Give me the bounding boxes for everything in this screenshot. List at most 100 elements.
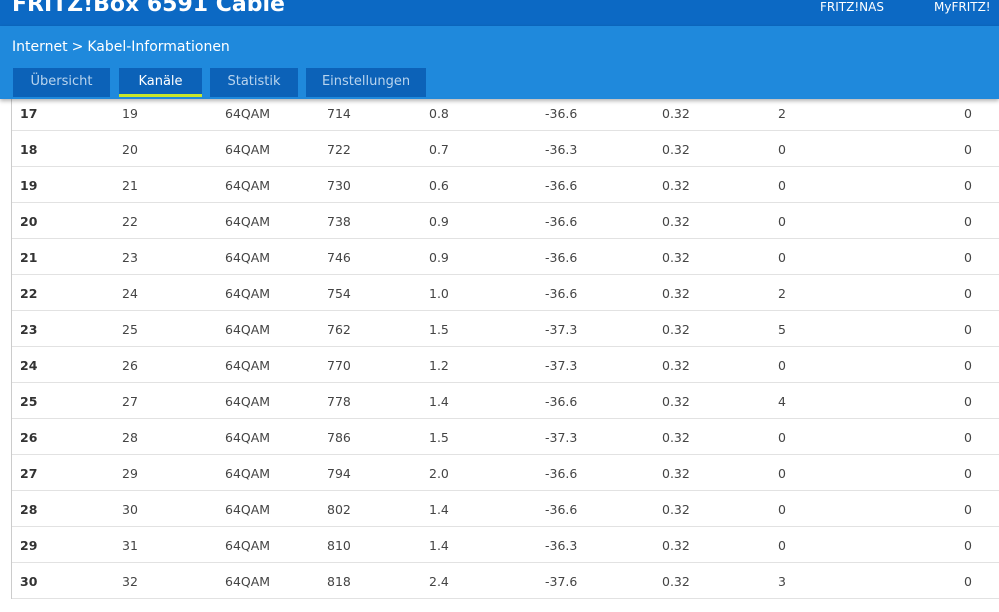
table-cell: 0.8	[429, 106, 449, 121]
header-link[interactable]: MyFRITZ!	[934, 0, 991, 14]
table-cell: 1.0	[429, 286, 449, 301]
table-cell: 3	[778, 574, 786, 589]
table-row: 21 23 64QAM 746 0.9 -36.6 0.32 0 0	[12, 239, 999, 275]
table-cell: 22	[122, 214, 138, 229]
table-row: 30 32 64QAM 818 2.4 -37.6 0.32 3 0	[12, 563, 999, 599]
table-cell: 18	[20, 142, 38, 157]
table-row: 18 20 64QAM 722 0.7 -36.3 0.32 0 0	[12, 131, 999, 167]
table-cell: 64QAM	[225, 178, 271, 193]
table-cell: 20	[20, 214, 38, 229]
table-cell: 818	[327, 574, 351, 589]
table-cell: 0	[778, 142, 786, 157]
table-cell: 754	[327, 286, 351, 301]
table-cell: -36.3	[545, 142, 578, 157]
table-cell: -36.6	[545, 466, 578, 481]
table-cell: 64QAM	[225, 358, 271, 373]
table-cell: 30	[122, 502, 138, 517]
table-cell: -37.6	[545, 574, 578, 589]
tab[interactable]: Übersicht	[13, 68, 110, 97]
table-cell: 25	[20, 394, 38, 409]
table-cell: 29	[122, 466, 138, 481]
table-cell: 26	[20, 430, 38, 445]
tab[interactable]: Statistik	[210, 68, 298, 97]
table-cell: 64QAM	[225, 574, 271, 589]
table-cell: 19	[20, 178, 38, 193]
table-cell: 0	[964, 250, 972, 265]
table-cell: -36.6	[545, 250, 578, 265]
table-cell: 786	[327, 430, 351, 445]
table-cell: 64QAM	[225, 322, 271, 337]
table-cell: 64QAM	[225, 430, 271, 445]
table-cell: 29	[20, 538, 38, 553]
table-cell: 30	[20, 574, 38, 589]
table-cell: 0	[778, 250, 786, 265]
table-cell: 64QAM	[225, 214, 271, 229]
table-cell: 0	[964, 178, 972, 193]
table-cell: 746	[327, 250, 351, 265]
table-cell: 778	[327, 394, 351, 409]
table-cell: 0.32	[662, 214, 690, 229]
channel-table: 17 19 64QAM 714 0.8 -36.6 0.32 2 0 18 20 64QAM 722 0.…	[11, 95, 999, 599]
table-cell: 23	[122, 250, 138, 265]
table-cell: 1.4	[429, 502, 449, 517]
table-cell: 2	[778, 286, 786, 301]
table-cell: 0	[964, 142, 972, 157]
table-cell: 24	[122, 286, 138, 301]
table-cell: 0	[964, 430, 972, 445]
table-cell: 64QAM	[225, 502, 271, 517]
table-cell: 1.5	[429, 430, 449, 445]
table-cell: 31	[122, 538, 138, 553]
table-cell: 0	[778, 538, 786, 553]
table-row: 27 29 64QAM 794 2.0 -36.6 0.32 0 0	[12, 455, 999, 491]
tab[interactable]: Einstellungen	[306, 68, 426, 97]
table-cell: -37.3	[545, 322, 578, 337]
table-cell: 0	[778, 430, 786, 445]
table-cell: 21	[20, 250, 38, 265]
table-cell: 0	[778, 466, 786, 481]
tab[interactable]: Kanäle	[119, 68, 202, 97]
table-cell: 1.4	[429, 394, 449, 409]
product-title: FRITZ!Box 6591 Cable	[12, 0, 285, 17]
table-cell: 5	[778, 322, 786, 337]
table-cell: 762	[327, 322, 351, 337]
table-row: 29 31 64QAM 810 1.4 -36.3 0.32 0 0	[12, 527, 999, 563]
table-cell: -36.6	[545, 394, 578, 409]
table-cell: 25	[122, 322, 138, 337]
top-bar: FRITZ!Box 6591 Cable FRITZ!NAS MyFRITZ!	[0, 0, 999, 26]
table-cell: 722	[327, 142, 351, 157]
table-cell: 4	[778, 394, 786, 409]
table-cell: 0.32	[662, 430, 690, 445]
table-cell: 0	[778, 502, 786, 517]
table-cell: 0	[964, 574, 972, 589]
table-row: 26 28 64QAM 786 1.5 -37.3 0.32 0 0	[12, 419, 999, 455]
table-cell: 17	[20, 106, 38, 121]
table-cell: 730	[327, 178, 351, 193]
table-cell: 1.5	[429, 322, 449, 337]
nav-band: Internet > Kabel-Informationen Übersicht K…	[0, 26, 999, 99]
table-cell: -37.3	[545, 430, 578, 445]
table-cell: 0	[778, 178, 786, 193]
breadcrumb-current: Kabel-Informationen	[87, 39, 230, 55]
table-row: 28 30 64QAM 802 1.4 -36.6 0.32 0 0	[12, 491, 999, 527]
table-cell: 2.4	[429, 574, 449, 589]
table-cell: 738	[327, 214, 351, 229]
table-cell: 0	[964, 358, 972, 373]
table-cell: 0.32	[662, 250, 690, 265]
table-cell: 1.4	[429, 538, 449, 553]
table-cell: 0	[964, 394, 972, 409]
header-link[interactable]: FRITZ!NAS	[820, 0, 884, 14]
table-cell: -36.6	[545, 286, 578, 301]
breadcrumb-parent[interactable]: Internet	[12, 39, 68, 55]
table-cell: 0.32	[662, 538, 690, 553]
table-cell: 2	[778, 106, 786, 121]
table-cell: 28	[20, 502, 38, 517]
table-cell: 770	[327, 358, 351, 373]
breadcrumb: Internet > Kabel-Informationen	[12, 39, 234, 55]
table-cell: 810	[327, 538, 351, 553]
table-cell: 0.32	[662, 178, 690, 193]
table-cell: 24	[20, 358, 38, 373]
table-cell: 0	[964, 106, 972, 121]
table-cell: 2.0	[429, 466, 449, 481]
table-row: 20 22 64QAM 738 0.9 -36.6 0.32 0 0	[12, 203, 999, 239]
